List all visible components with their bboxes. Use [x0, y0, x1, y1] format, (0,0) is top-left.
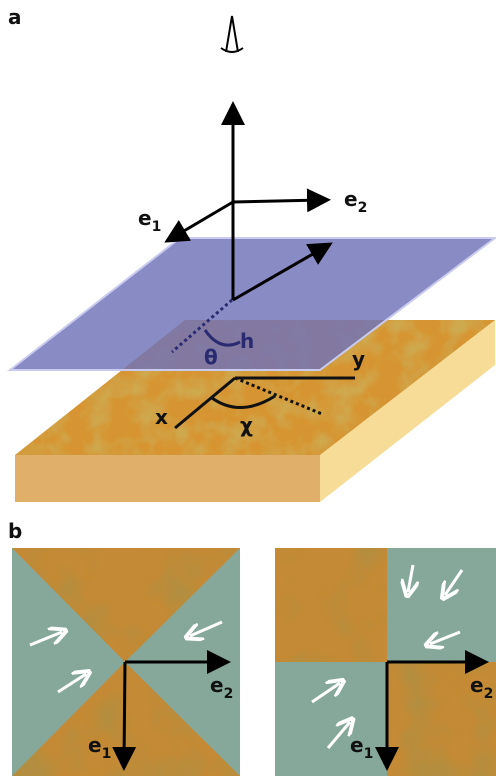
e-label: e — [344, 187, 358, 211]
e-label: e — [350, 733, 364, 757]
spin-arrow — [29, 632, 62, 647]
e1-label: e1 — [350, 733, 373, 762]
e-label: e — [88, 733, 102, 757]
angle-label: h — [240, 329, 254, 353]
e2-label: e2 — [470, 673, 493, 702]
subscript: 2 — [484, 686, 494, 702]
domain — [12, 548, 125, 776]
e1-label: e1 — [138, 206, 161, 235]
spin-arrow — [311, 683, 340, 704]
spin-arrow — [430, 630, 461, 644]
subscript: 1 — [102, 746, 112, 762]
slab-front — [15, 455, 320, 502]
e1-arrow — [112, 661, 137, 771]
panel-label: a — [8, 5, 22, 29]
e1-arrow — [164, 200, 234, 243]
projection — [171, 298, 233, 354]
x-axis — [174, 376, 236, 430]
spin-arrow — [190, 620, 223, 636]
subscript: 2 — [358, 200, 368, 216]
slab-side — [320, 320, 495, 502]
e2-label: e2 — [210, 673, 233, 702]
vector-arrow — [232, 242, 333, 302]
right-pattern: e1 e2 — [275, 548, 496, 776]
spin-arrow — [57, 674, 86, 694]
panel-label: b — [8, 519, 22, 543]
e2-label: e2 — [344, 187, 367, 216]
spin-arrow — [445, 569, 464, 595]
subscript: 1 — [152, 219, 162, 235]
e2-arrow — [232, 188, 331, 213]
e1-label: e1 — [88, 733, 111, 762]
spin-arrow — [408, 564, 413, 592]
surface — [15, 320, 495, 455]
e-label: e — [138, 206, 152, 230]
axis-label: y — [352, 347, 365, 371]
angle-label: χ — [240, 413, 253, 437]
projection — [234, 376, 323, 416]
plane — [7, 237, 496, 371]
angle-label: θ — [204, 345, 218, 369]
e-label: e — [210, 673, 224, 697]
axis-label: x — [155, 405, 168, 429]
spin-arrow — [326, 722, 350, 749]
subscript: 2 — [224, 686, 234, 702]
eye — [220, 15, 244, 53]
domain — [387, 548, 496, 662]
subscript: 1 — [364, 746, 374, 762]
left-pattern: e1 e2 — [12, 548, 240, 776]
chi-arc — [211, 394, 276, 409]
e-label: e — [470, 673, 484, 697]
theta-arc — [203, 329, 241, 347]
